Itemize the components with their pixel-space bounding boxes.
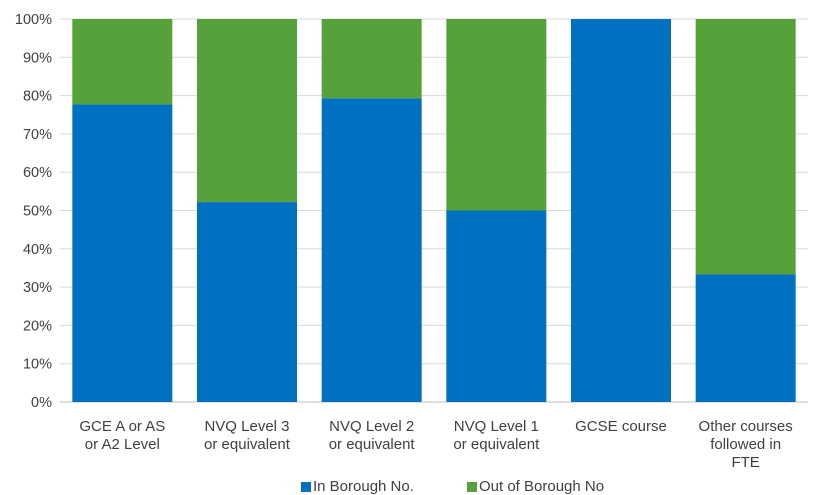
x-tick-label: GCSE course (575, 418, 667, 435)
legend-swatch-out-of-borough (467, 482, 477, 492)
bar-out-of-borough-1 (197, 19, 297, 203)
legend-swatch-in-borough (301, 482, 311, 492)
y-tick-label: 50% (23, 204, 52, 220)
bar-in-borough-2 (321, 98, 422, 402)
x-tick-label: or A2 Level (85, 436, 160, 453)
bar-out-of-borough-3 (446, 19, 547, 211)
legend-label-in-borough: In Borough No. (313, 478, 414, 495)
y-tick-label: 40% (23, 242, 52, 258)
y-tick-label: 90% (23, 50, 52, 66)
x-tick-label: NVQ Level 1 (454, 418, 539, 435)
y-tick-label: 30% (23, 280, 52, 296)
x-tick-label: NVQ Level 3 (204, 418, 289, 435)
y-tick-label: 60% (23, 165, 52, 181)
y-tick-label: 10% (23, 357, 52, 373)
x-tick-label: or equivalent (204, 436, 291, 453)
bar-in-borough-4 (571, 19, 671, 402)
bar-in-borough-1 (197, 202, 297, 402)
gridlines (60, 18, 808, 403)
y-axis: 0% 10% 20% 30% 40% 50% 60% 70% 80% 90% 100% (15, 12, 52, 411)
legend: In Borough No. Out of Borough No (301, 478, 604, 495)
y-tick-label: 20% (23, 318, 52, 334)
y-tick-label: 100% (15, 12, 52, 28)
x-tick-label: or equivalent (329, 436, 416, 453)
y-tick-label: 70% (23, 127, 52, 143)
x-tick-label: FTE (731, 454, 759, 471)
y-tick-label: 0% (31, 395, 52, 411)
x-tick-label: followed in (710, 436, 781, 453)
x-tick-label: NVQ Level 2 (329, 418, 414, 435)
bar-in-borough-5 (695, 274, 796, 402)
bar-out-of-borough-0 (72, 19, 173, 105)
x-tick-label: or equivalent (453, 436, 540, 453)
x-tick-label: GCE A or AS (79, 418, 165, 435)
y-tick-label: 80% (23, 89, 52, 105)
bars (72, 19, 796, 402)
x-tick-label: Other courses (699, 418, 793, 435)
bar-out-of-borough-2 (321, 19, 422, 99)
bar-out-of-borough-5 (695, 19, 796, 275)
bar-in-borough-3 (446, 210, 547, 402)
legend-label-out-of-borough: Out of Borough No (479, 478, 604, 495)
bar-in-borough-0 (72, 104, 173, 402)
